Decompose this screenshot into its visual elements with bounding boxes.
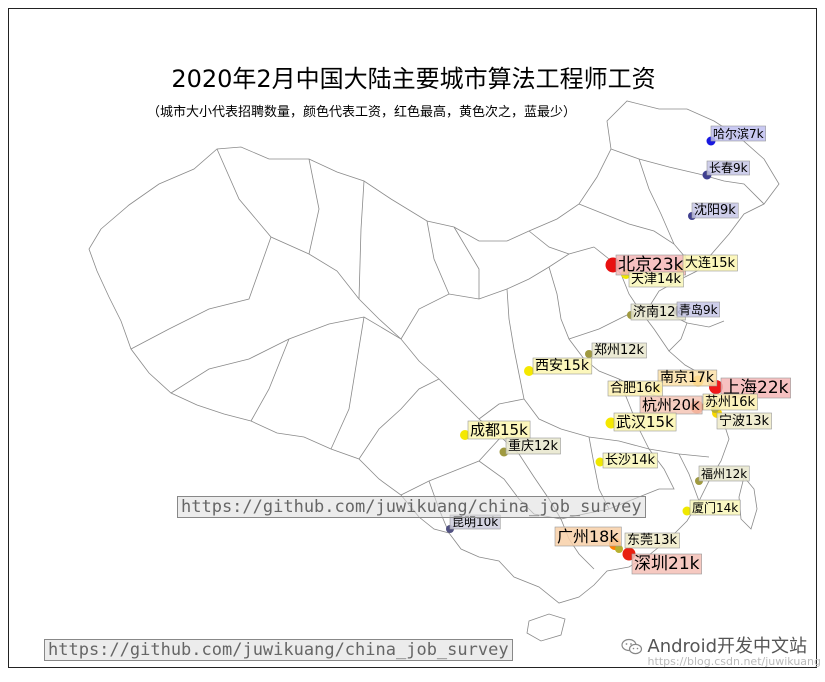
city-label: 南京17k (657, 369, 718, 387)
city-label-box (607, 380, 663, 397)
city-label-text: 青岛9k (679, 302, 718, 317)
city-label-box (682, 254, 738, 272)
city-label-text: 福州12k (701, 466, 747, 481)
city-marker (682, 506, 692, 516)
hainan-island (526, 613, 566, 642)
city-label: 成都15k (467, 420, 531, 440)
city-label-box (716, 412, 772, 430)
city-label-box (505, 437, 561, 455)
city-label-box (628, 271, 684, 288)
city-label-box (676, 301, 720, 318)
city-label: 北京23k (615, 254, 686, 276)
city-label: 长春9k (706, 160, 750, 176)
city-label-text: 长春9k (709, 161, 748, 175)
city-label-box (691, 202, 739, 219)
city-marker (585, 350, 593, 358)
city-label-text: 成都15k (470, 421, 528, 439)
city-label-text: 济南12k (633, 304, 684, 320)
city-label-text: 长沙14k (605, 453, 656, 468)
city-label-text: 昆明10k (452, 515, 498, 529)
city-label: 西安15k (532, 357, 593, 375)
city-label-box (602, 452, 658, 469)
city-label-text: 哈尔滨7k (713, 126, 764, 141)
city-label: 厦门14k (689, 499, 741, 516)
city-label-box (467, 420, 531, 440)
city-label-text: 天津14k (631, 272, 682, 287)
city-label-box (710, 125, 766, 142)
city-label-box (532, 357, 593, 375)
city-label-box (706, 160, 750, 176)
city-label-box (657, 369, 718, 387)
city-label-box (702, 393, 758, 411)
city-label: 昆明10k (449, 514, 501, 530)
city-label: 苏州16k (702, 393, 758, 411)
city-label: 哈尔滨7k (710, 125, 766, 142)
city-marker (460, 430, 470, 440)
city-label: 杭州20k (639, 395, 703, 415)
github-watermark: https://github.com/juwikuang/china_job_s… (177, 496, 646, 518)
city-label: 大连15k (682, 254, 738, 272)
city-label: 青岛9k (676, 301, 720, 318)
github-watermark-bottom: https://github.com/juwikuang/china_job_s… (44, 639, 513, 661)
city-label-text: 武汉15k (616, 413, 674, 431)
city-label: 天津14k (628, 271, 684, 288)
city-label: 宁波13k (716, 412, 772, 430)
city-marker (524, 366, 534, 376)
city-label-text: 合肥16k (610, 381, 661, 396)
wechat-icon (621, 638, 643, 655)
city-label-box (631, 553, 702, 575)
city-marker (615, 545, 623, 553)
city-label: 沈阳9k (691, 202, 739, 219)
city-label: 东莞13k (624, 532, 680, 549)
city-label-text: 东莞13k (627, 533, 678, 548)
city-label-text: 大连15k (685, 255, 736, 271)
map-subtitle: （城市大小代表招聘数量，颜色代表工资，红色最高，黄色次之，蓝最少） (147, 105, 577, 120)
city-label: 长沙14k (602, 452, 658, 469)
city-label-text: 沈阳9k (694, 203, 736, 218)
city-label-box (613, 412, 677, 432)
city-label: 广州18k (554, 526, 622, 547)
map-title: 2020年2月中国大陆主要城市算法工程师工资 (171, 65, 656, 93)
city-label-text: 广州18k (557, 527, 619, 546)
city-label-text: 北京23k (618, 255, 684, 275)
city-marker (595, 457, 605, 467)
city-label-text: 重庆12k (508, 438, 559, 454)
blog-url: https://blog.csdn.net/juwikuang (647, 655, 821, 668)
city-label-box (554, 526, 622, 547)
city-label-text: 苏州16k (705, 394, 756, 410)
city-label-box (698, 465, 750, 482)
city-label-text: 杭州20k (642, 396, 700, 414)
city-label: 合肥16k (607, 380, 663, 397)
city-label-text: 深圳21k (634, 554, 700, 574)
city-label-box (689, 499, 741, 516)
city-label: 福州12k (698, 465, 750, 482)
brand-watermark: Android开发中文站 (621, 632, 807, 658)
city-label-text: 西安15k (535, 358, 590, 374)
city-label: 重庆12k (505, 437, 561, 455)
city-label-text: 厦门14k (692, 500, 738, 515)
city-label: 武汉15k (613, 412, 677, 432)
map-figure: 北京23k 上海22k 深圳21k 杭州20k 广州18k 南京17k 合肥16k 苏州16k… (8, 8, 817, 668)
city-label: 郑州12k (591, 342, 647, 359)
country-outline (88, 100, 780, 604)
city-label-text: 上海22k (723, 378, 789, 398)
city-label-box (624, 532, 680, 549)
city-label: 深圳21k (631, 553, 702, 575)
city-label-box (591, 342, 647, 359)
brand-name: Android开发中文站 (647, 636, 807, 657)
city-label: 上海22k (720, 377, 791, 399)
city-label-text: 郑州12k (594, 343, 645, 358)
city-label-text: 宁波13k (719, 413, 770, 429)
taiwan-island (738, 476, 758, 530)
city-label-text: 南京17k (660, 370, 715, 386)
